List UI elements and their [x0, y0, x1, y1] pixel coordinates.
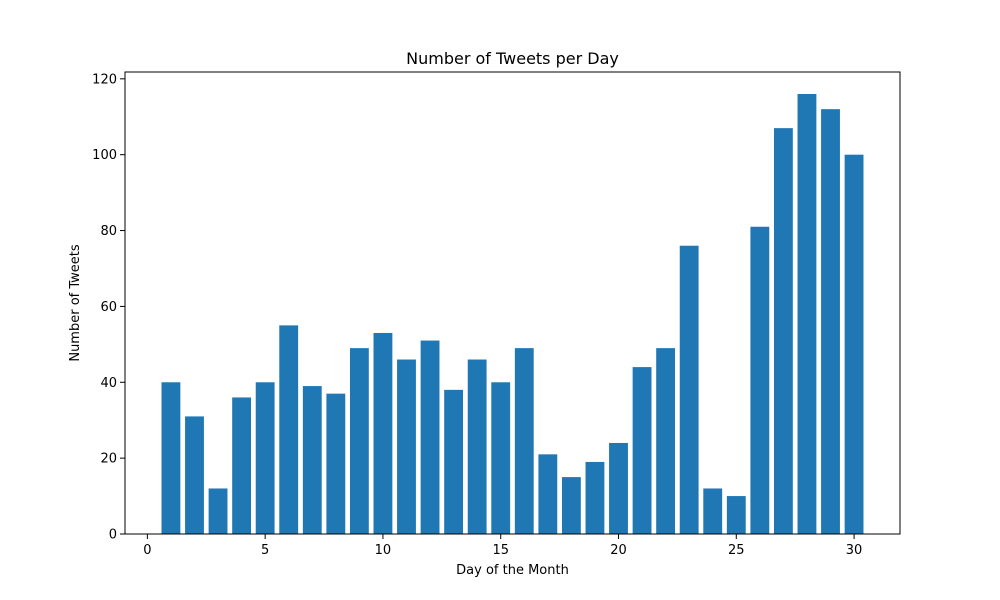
y-tick-label: 20	[100, 452, 117, 467]
y-tick-label: 120	[92, 72, 117, 87]
x-tick-label: 15	[492, 543, 509, 558]
bar-day-10	[373, 332, 393, 534]
bar-day-20	[609, 442, 628, 534]
bar-day-14	[467, 359, 487, 534]
bar-day-18	[561, 477, 581, 534]
bar-day-30	[844, 154, 864, 535]
bar-day-11	[397, 359, 416, 534]
bar-day-15	[491, 382, 511, 534]
bars-group	[161, 94, 864, 535]
plot-frame	[124, 71, 901, 535]
y-axis-label: Number of Tweets	[68, 244, 83, 362]
bar-day-29	[821, 109, 840, 534]
x-tick-label: 0	[143, 543, 151, 558]
y-tick-label: 40	[100, 376, 117, 391]
x-tick-label: 20	[610, 543, 627, 558]
bar-day-19	[585, 461, 605, 534]
y-tick-label: 80	[100, 224, 117, 239]
x-axis-label: Day of the Month	[456, 563, 569, 578]
bar-day-25	[726, 496, 746, 534]
bar-day-6	[279, 325, 299, 534]
bar-day-24	[703, 488, 723, 534]
x-tick-label: 30	[846, 543, 863, 558]
y-tick-label: 0	[109, 528, 117, 543]
bar-day-27	[773, 128, 793, 534]
bar-day-28	[797, 94, 817, 534]
x-tick-label: 10	[375, 543, 392, 558]
y-axis-ticks: 0 20 40 60 80 100 120	[92, 72, 125, 543]
x-tick-label: 25	[728, 543, 745, 558]
bar-day-7	[302, 386, 322, 534]
chart-title: Number of Tweets per Day	[406, 49, 619, 68]
x-tick-label: 5	[261, 543, 269, 558]
y-tick-label: 100	[92, 148, 117, 163]
bar-day-8	[326, 393, 346, 534]
bar-day-17	[538, 454, 558, 534]
bar-day-21	[632, 367, 652, 534]
x-axis-ticks: 0 5 10 15 20 25 30	[143, 534, 862, 558]
y-tick-label: 60	[100, 300, 117, 315]
bar-day-23	[679, 245, 699, 535]
bar-day-13	[444, 389, 464, 534]
bar-day-3	[208, 488, 228, 534]
bar-day-5	[255, 382, 275, 534]
bar-day-26	[750, 226, 770, 535]
bar-day-1	[161, 382, 181, 534]
bar-day-4	[232, 397, 252, 534]
bar-day-12	[420, 340, 440, 534]
bar-day-22	[656, 348, 676, 534]
bar-day-16	[514, 348, 534, 534]
bar-day-9	[349, 348, 369, 534]
bar-day-2	[185, 416, 204, 534]
